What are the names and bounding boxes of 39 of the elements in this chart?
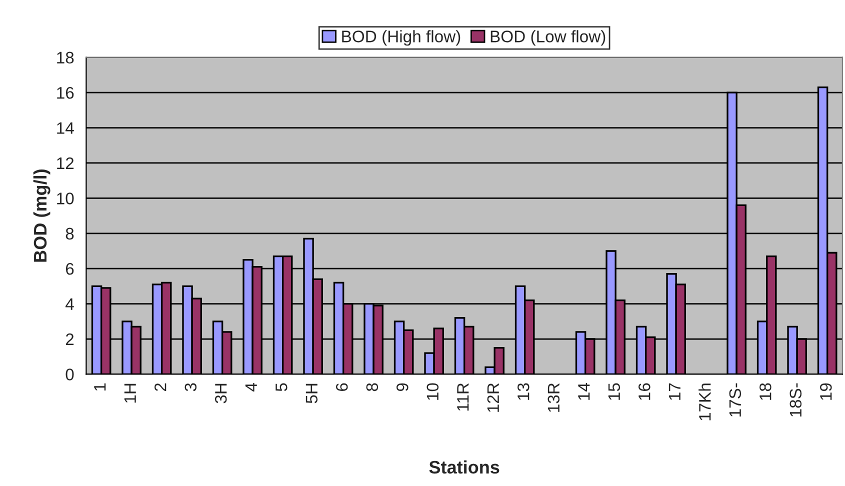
x-tick-label: 17: [668, 383, 680, 400]
x-tick-label: 6: [336, 383, 348, 391]
x-tick-label: 5: [276, 383, 288, 392]
x-tick-label: 17Kh: [698, 384, 711, 420]
x-tick-label: 2: [154, 383, 166, 391]
x-tick-label: 19: [820, 383, 832, 400]
x-tick-label: 16: [638, 383, 650, 400]
y-tick-label: 2: [66, 333, 74, 346]
x-tick-label: 3: [184, 383, 197, 392]
x-tick-label: 9: [396, 383, 408, 392]
legend-label: BOD (Low flow): [490, 30, 606, 46]
x-tick-label: 18S-: [790, 383, 802, 416]
x-tick-label: 5H: [306, 384, 318, 404]
x-tick-label: 11R: [457, 383, 469, 411]
x-tick-label: 17S-: [729, 383, 742, 416]
x-tick-label: 1H: [124, 384, 136, 403]
x-tick-label: 13: [518, 383, 530, 400]
x-tick-label: 10: [426, 383, 439, 400]
y-tick-label: 4: [66, 298, 74, 310]
y-axis-title: BOD (mg/l): [33, 170, 50, 262]
y-tick-label: 10: [57, 192, 74, 204]
y-tick-label: 0: [66, 368, 74, 380]
x-tick-label: 15: [608, 383, 620, 400]
x-tick-label: 18: [760, 383, 772, 400]
y-tick-label: 16: [57, 86, 74, 99]
y-tick-label: 12: [57, 157, 74, 170]
x-tick-label: 3H: [214, 384, 227, 404]
x-tick-label: 12R: [487, 383, 499, 412]
x-tick-label: 4: [245, 383, 257, 392]
x-tick-label: 14: [578, 383, 590, 400]
y-tick-label: 14: [57, 122, 74, 134]
y-tick-label: 6: [66, 262, 74, 275]
y-tick-label: 18: [57, 52, 74, 64]
x-tick-label: 8: [366, 383, 378, 392]
x-tick-label: 1: [94, 383, 106, 391]
x-tick-label: 13R: [548, 383, 560, 412]
x-axis-title: Stations: [429, 460, 500, 474]
y-tick-label: 8: [66, 228, 74, 240]
legend-label: BOD (High flow): [342, 30, 460, 46]
